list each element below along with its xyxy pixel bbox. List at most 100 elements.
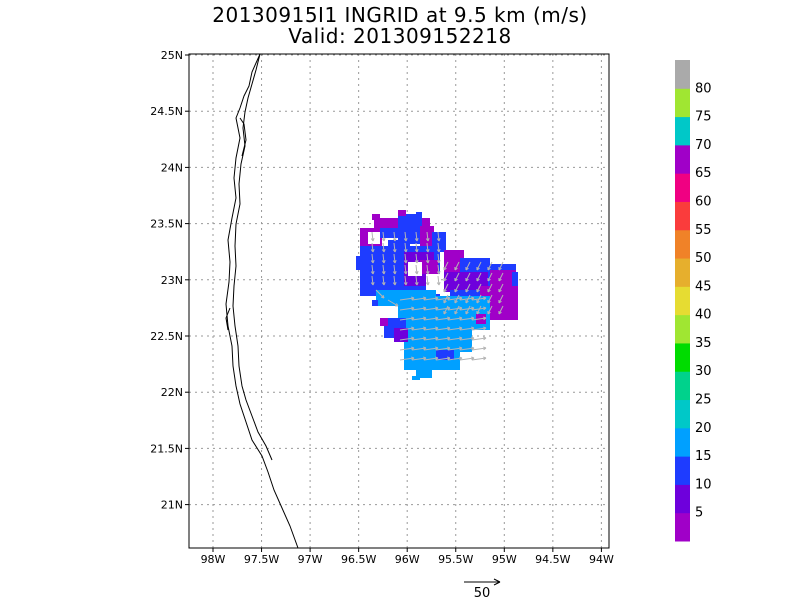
colorbar-segment (675, 456, 690, 485)
wind-vector (471, 307, 487, 311)
wind-vector-head (476, 277, 480, 282)
wind-vector (476, 272, 482, 282)
wind-vector (399, 347, 415, 351)
wind-vector (437, 231, 440, 242)
wind-vector (437, 253, 440, 264)
wind-cell (490, 270, 516, 286)
wind-vector-head (425, 271, 430, 275)
wind-vector (415, 264, 418, 275)
wind-vector (437, 264, 440, 275)
colorbar-label: 60 (695, 194, 712, 209)
wind-vector-head (392, 260, 397, 264)
colorbar-segment (675, 399, 690, 429)
wind-vector (371, 275, 374, 286)
wind-vector (393, 242, 396, 253)
wind-vector (447, 307, 463, 311)
wind-vector (423, 297, 439, 301)
wind-vector (454, 283, 460, 293)
valid-time: Valid: 201309152218 (288, 24, 512, 48)
wind-vector-head (487, 266, 491, 271)
wind-vector-head (381, 249, 386, 253)
wind-vector-head (465, 288, 469, 293)
wind-vector (423, 357, 439, 361)
colorbar-segment (675, 144, 690, 174)
wind-cell (356, 256, 362, 270)
wind-vector-head (443, 310, 447, 315)
lon-tick-label: 96.5W (341, 553, 376, 566)
wind-cell (394, 328, 408, 342)
wind-vector (476, 261, 482, 271)
wind-vector-head (414, 238, 419, 242)
wind-vector-head (487, 277, 491, 282)
colorbar-segment (675, 286, 690, 316)
wind-vector-head (483, 306, 487, 311)
wind-vector (423, 327, 439, 331)
wind-vector-head (381, 238, 386, 242)
colorbar-segment (675, 60, 690, 89)
wind-vector (435, 327, 451, 331)
wind-vector (459, 307, 475, 311)
wind-vector-head (443, 288, 447, 293)
wind-vector (411, 337, 427, 341)
wind-cell (444, 272, 464, 292)
wind-vector (471, 357, 487, 361)
wind-vector-head (483, 356, 487, 361)
wind-vector (443, 272, 449, 282)
wind-vector (465, 305, 471, 315)
wind-vector (435, 317, 451, 321)
wind-vector (426, 253, 429, 264)
wind-vector (411, 317, 427, 321)
wind-vector (435, 357, 451, 361)
colorbar-segment (675, 371, 690, 401)
wind-vector (404, 264, 407, 275)
colorbar-label: 25 (695, 393, 712, 408)
wind-vector-head (380, 294, 385, 299)
wind-vector (426, 242, 429, 253)
colorbar-label: 20 (695, 421, 712, 436)
wind-vector-head (436, 238, 441, 242)
wind-cell (408, 262, 422, 276)
lon-tick-label: 98W (201, 553, 226, 566)
wind-vector (447, 347, 463, 351)
reference-vector-label: 50 (474, 586, 491, 600)
wind-vector (411, 297, 427, 301)
wind-vector (471, 297, 487, 301)
lon-tick-label: 95W (492, 553, 517, 566)
wind-vector-head (465, 266, 469, 271)
colorbar-label: 70 (695, 138, 712, 153)
wind-vector (435, 347, 451, 351)
wind-vector-head (370, 238, 375, 242)
wind-cell (460, 258, 490, 272)
wind-cell (398, 210, 406, 216)
coastline-inner (232, 54, 273, 461)
wind-vector-head (394, 303, 399, 307)
wind-vector-head (414, 282, 419, 286)
colorbar-label: 65 (695, 166, 712, 181)
coastline-bay (225, 307, 231, 331)
lon-tick-label: 94.5W (535, 553, 570, 566)
wind-vector-head (414, 260, 419, 264)
wind-vector (435, 297, 451, 301)
lat-tick-label: 21N (161, 499, 183, 512)
wind-vector-head (487, 310, 491, 315)
wind-vector (411, 307, 427, 311)
wind-vector (371, 253, 374, 264)
wind-vector (487, 305, 493, 315)
wind-vector (487, 283, 493, 293)
colorbar-label: 30 (695, 364, 712, 379)
wind-vector (399, 297, 415, 301)
wind-cell (380, 318, 388, 326)
wind-vectors (370, 231, 504, 361)
wind-vector-head (425, 238, 430, 242)
wind-vector (487, 272, 493, 282)
wind-vector (399, 357, 415, 361)
wind-vector (471, 327, 487, 331)
wind-vector-head (403, 260, 408, 264)
colorbar-segment (675, 512, 690, 542)
colorbar-segment (675, 314, 690, 344)
wind-vector (498, 261, 504, 271)
wind-vector (447, 357, 463, 361)
lat-tick-label: 22N (161, 386, 183, 399)
coastline-lagoon (239, 117, 247, 157)
wind-vector (415, 253, 418, 264)
